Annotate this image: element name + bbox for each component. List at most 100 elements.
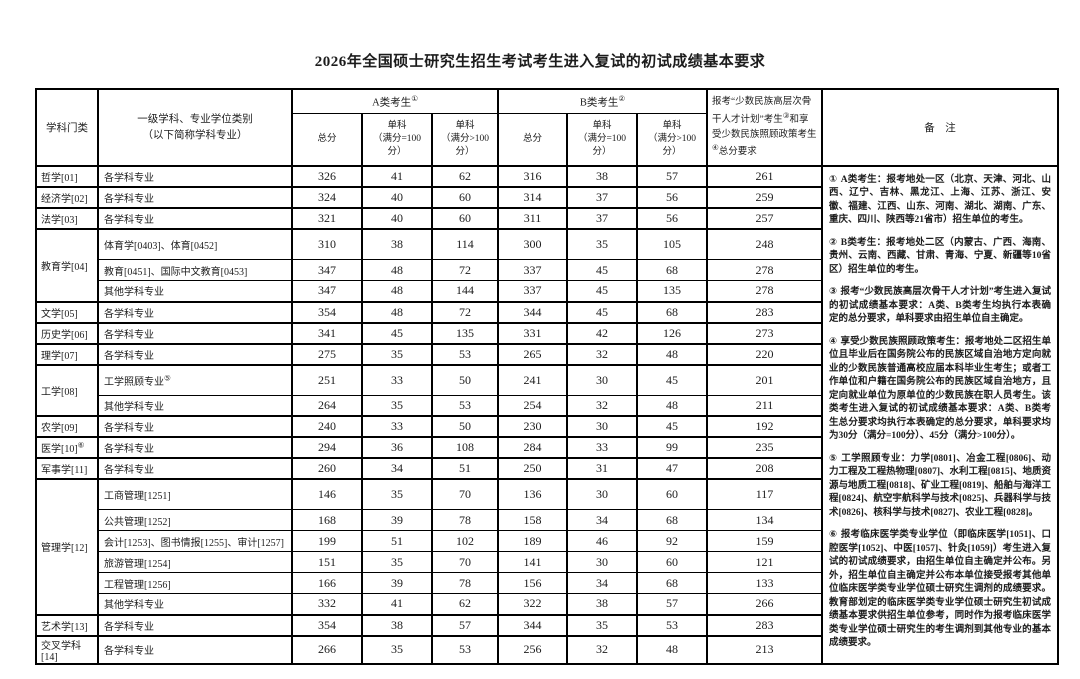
table-row: 其他学科专业 347 48 144 337 45 135 278 <box>36 280 1058 302</box>
category-cell: 法学[03] <box>35 207 99 230</box>
score-cell: 344 <box>497 300 569 323</box>
score-cell: 278 <box>706 259 824 281</box>
score-cell: 57 <box>636 165 709 188</box>
discipline-cell: 各学科专业 <box>97 207 293 230</box>
remark-note: ⑥ 报考临床医学类专业学位（即临床医学[1051]、口腔医学[1052]、中医[… <box>829 529 1052 649</box>
score-cell: 92 <box>636 530 709 552</box>
score-cell: 241 <box>497 363 569 396</box>
score-cell: 50 <box>430 363 500 396</box>
score-cell: 337 <box>497 259 569 281</box>
discipline-cell: 各学科专业 <box>97 300 293 323</box>
score-cell: 33 <box>566 436 639 459</box>
score-cell: 72 <box>430 300 500 323</box>
category-cell: 理学[07] <box>35 342 99 365</box>
discipline-cell: 其他学科专业 <box>97 394 293 417</box>
minority-header-text: 总分要求 <box>718 147 757 158</box>
score-cell: 53 <box>430 394 500 417</box>
category-cell: 农学[09] <box>35 415 99 438</box>
score-cell: 38 <box>566 165 639 188</box>
table-row: 教育[0451]、国际中文教育[0453] 347 48 72 337 45 68 278 <box>36 259 1058 281</box>
table-row: 军事学[11] 各学科专业 260 34 51 250 31 47 208 <box>35 457 1058 480</box>
score-cell: 40 <box>361 207 433 230</box>
discipline-cell: 其他学科专业 <box>97 280 293 302</box>
score-cell: 70 <box>430 551 500 573</box>
col-a-single-100: 单科 （满分=100分） <box>361 112 433 167</box>
category-cell: 历史学[06] <box>35 321 99 344</box>
score-cell: 136 <box>497 478 569 510</box>
score-cell: 45 <box>636 415 709 438</box>
score-cell: 33 <box>361 363 433 396</box>
score-cell: 48 <box>361 300 433 323</box>
table-row: 交叉学科[14] 各学科专业 266 35 53 256 32 48 213 <box>35 634 1058 664</box>
score-cell: 35 <box>361 551 433 573</box>
score-cell: 326 <box>291 165 363 188</box>
category-cell: 军事学[11] <box>35 457 99 480</box>
note-number: ⑤ <box>829 452 842 464</box>
score-cell: 39 <box>361 509 433 531</box>
score-cell: 117 <box>706 478 824 510</box>
score-cell: 260 <box>291 457 363 480</box>
score-table-body: 哲学[01] 各学科专业 326 41 62 316 38 57 261 ① A类考生：报考地处一… <box>35 165 1060 664</box>
score-cell: 108 <box>430 436 500 459</box>
score-cell: 121 <box>706 551 824 573</box>
score-cell: 30 <box>566 363 639 396</box>
score-cell: 56 <box>636 186 709 209</box>
score-cell: 48 <box>636 634 709 664</box>
table-row: 理学[07] 各学科专业 275 35 53 265 32 48 220 <box>35 342 1058 365</box>
score-cell: 45 <box>566 300 639 323</box>
score-cell: 294 <box>291 436 363 459</box>
group-b-label: B类考生 <box>579 97 619 108</box>
score-cell: 278 <box>706 280 824 302</box>
score-cell: 68 <box>636 259 709 281</box>
score-cell: 168 <box>291 509 363 531</box>
table-row: 旅游管理[1254] 151 35 70 141 30 60 121 <box>36 551 1058 573</box>
score-cell: 34 <box>566 572 639 594</box>
table-row: 公共管理[1252] 168 39 78 158 34 68 134 <box>36 509 1058 531</box>
col-group-a: A类考生① <box>290 88 500 114</box>
table-row: 管理学[12] 工商管理[1251] 146 35 70 136 30 60 117 <box>35 478 1058 615</box>
score-cell: 257 <box>706 207 824 230</box>
score-cell: 34 <box>361 457 433 480</box>
score-cell: 283 <box>706 613 824 636</box>
score-cell: 47 <box>636 457 709 480</box>
score-cell: 35 <box>361 342 433 365</box>
score-cell: 32 <box>566 634 639 664</box>
note-ref-sup: ③ <box>782 110 790 120</box>
table-row: 经济学[02] 各学科专业 324 40 60 314 37 56 259 <box>35 186 1058 209</box>
score-cell: 310 <box>291 228 363 260</box>
score-cell: 72 <box>430 259 500 281</box>
minority-header-text: 报考“少数民族高层次骨干人才计划”考生 <box>712 96 812 125</box>
header-row-2: 总分 单科 （满分=100分） 单科 （满分>100分） 总分 单科 （满分=1… <box>36 112 1058 167</box>
score-cell: 45 <box>636 363 709 396</box>
note-number: ⑥ <box>829 529 841 541</box>
discipline-cell: 旅游管理[1254] <box>97 551 293 573</box>
discipline-cell: 各学科专业 <box>97 457 293 480</box>
score-cell: 50 <box>430 415 500 438</box>
score-cell: 135 <box>430 321 500 344</box>
score-cell: 208 <box>706 457 824 480</box>
remark-note: ④ 享受少数民族照顾政策考生：报考地处二区招生单位且毕业后在国务院公布的民族区域… <box>829 335 1052 442</box>
score-cell: 48 <box>361 280 433 302</box>
score-cell: 341 <box>291 321 363 344</box>
score-cell: 57 <box>636 593 709 615</box>
table-row: 法学[03] 各学科专业 321 40 60 311 37 56 257 <box>35 207 1058 230</box>
col-remarks: 备 注 <box>821 88 1060 167</box>
score-cell: 321 <box>291 207 363 230</box>
score-cell: 266 <box>706 593 824 615</box>
col-b-single-gt100: 单科 （满分>100分） <box>636 112 709 167</box>
score-cell: 53 <box>636 613 709 636</box>
score-cell: 284 <box>497 436 569 459</box>
score-cell: 266 <box>291 634 363 664</box>
score-cell: 324 <box>291 186 363 209</box>
remark-note: ② B类考生：报考地处二区（内蒙古、广西、海南、贵州、云南、西藏、甘肃、青海、宁… <box>829 236 1052 275</box>
minority-header-text: 和享受少数民族照顾政策考生 <box>712 114 817 140</box>
discipline-cell: 其他学科专业 <box>97 593 293 615</box>
table-header: 学科门类 一级学科、专业学位类别 （以下简称学科专业） A类考生① B类考生② … <box>35 88 1060 167</box>
score-cell: 48 <box>361 259 433 281</box>
category-cell: 哲学[01] <box>35 165 99 188</box>
score-cell: 114 <box>430 228 500 260</box>
score-cell: 354 <box>291 300 363 323</box>
note-ref-1: ① <box>411 93 418 103</box>
note-number: ③ <box>829 286 841 298</box>
